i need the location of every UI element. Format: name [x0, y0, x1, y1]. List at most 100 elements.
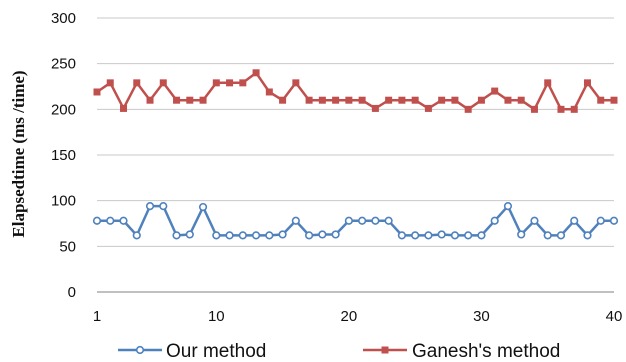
data-point — [106, 79, 114, 87]
data-point — [93, 88, 101, 96]
legend: Our method Ganesh's method — [118, 341, 560, 362]
data-point — [411, 231, 420, 240]
data-point — [464, 231, 473, 240]
data-point — [609, 216, 619, 225]
data-point — [226, 79, 234, 87]
x-tick-label: 20 — [341, 308, 358, 325]
data-point — [305, 96, 313, 104]
y-tick-label: 250 — [51, 56, 76, 73]
data-point — [424, 104, 432, 112]
series-group — [92, 69, 619, 240]
data-point — [159, 202, 168, 211]
data-point — [491, 87, 499, 95]
data-point — [583, 231, 592, 240]
data-point — [225, 231, 234, 240]
data-point — [318, 96, 326, 104]
data-point — [120, 104, 128, 112]
data-point — [424, 231, 433, 240]
data-point — [252, 69, 260, 77]
legend-label: Ganesh's method — [412, 341, 560, 362]
y-axis-ticks: 0 50 100 150 200 250 300 — [51, 10, 76, 301]
data-point — [556, 231, 566, 240]
data-point — [477, 96, 485, 104]
data-point — [358, 216, 367, 225]
data-point — [596, 216, 605, 225]
data-point — [345, 96, 353, 104]
data-point — [438, 96, 446, 104]
data-point — [279, 96, 287, 104]
y-axis-label: Elapsedtime (ms /time) — [9, 70, 28, 237]
data-point — [278, 230, 287, 239]
data-point — [504, 96, 512, 104]
data-point — [305, 231, 314, 240]
data-point — [106, 216, 115, 225]
series-line — [96, 71, 614, 111]
series-our-method — [92, 202, 619, 240]
data-point — [557, 105, 565, 113]
data-point — [344, 216, 353, 225]
y-tick-label: 0 — [68, 284, 76, 301]
data-point — [490, 216, 499, 225]
x-tick-label: 30 — [473, 308, 490, 325]
gridlines — [97, 17, 614, 293]
legend-marker — [135, 345, 145, 355]
data-point — [185, 230, 194, 239]
data-point — [544, 79, 552, 87]
data-point — [530, 216, 539, 225]
data-point — [503, 202, 513, 211]
data-point — [583, 79, 591, 87]
data-point — [358, 96, 366, 104]
data-point — [331, 230, 340, 239]
data-point — [265, 88, 273, 96]
series-line — [97, 204, 614, 237]
y-tick-label: 50 — [59, 238, 76, 255]
legend-marker — [381, 346, 389, 354]
data-point — [133, 79, 141, 87]
data-point — [212, 231, 221, 240]
data-point — [610, 96, 618, 104]
data-point — [265, 231, 274, 240]
data-point — [332, 96, 340, 104]
data-point — [371, 216, 380, 225]
data-point — [570, 216, 579, 225]
data-point — [371, 104, 379, 112]
data-point — [464, 105, 472, 113]
data-point — [132, 231, 141, 240]
data-point — [318, 230, 327, 239]
x-tick-label: 10 — [208, 308, 225, 325]
legend-item: Ganesh's method — [363, 341, 560, 362]
data-point — [530, 105, 538, 113]
data-point — [145, 202, 155, 211]
data-point — [172, 231, 181, 240]
legend-label: Our method — [166, 341, 266, 362]
data-point — [199, 96, 207, 104]
series-ganesh-method — [93, 69, 618, 113]
data-point — [450, 231, 460, 240]
x-axis-ticks: 1 10 20 30 40 — [93, 308, 623, 325]
legend-item: Our method — [118, 341, 266, 362]
data-point — [212, 79, 220, 87]
data-point — [292, 79, 300, 87]
data-point — [398, 96, 406, 104]
data-point — [517, 96, 525, 104]
y-tick-label: 150 — [51, 147, 76, 164]
x-tick-label: 1 — [93, 308, 101, 325]
data-point — [92, 216, 102, 225]
data-point — [146, 96, 154, 104]
data-point — [238, 231, 247, 240]
data-point — [119, 216, 128, 225]
data-point — [239, 79, 247, 87]
data-point — [251, 231, 261, 240]
data-point — [397, 231, 406, 240]
data-point — [198, 202, 208, 212]
data-point — [384, 216, 393, 225]
y-tick-label: 100 — [51, 193, 76, 210]
y-tick-label: 200 — [51, 101, 76, 118]
x-tick-label: 40 — [606, 308, 623, 325]
data-point — [385, 96, 393, 104]
data-point — [291, 216, 300, 225]
data-point — [543, 231, 552, 240]
data-point — [186, 96, 194, 104]
data-point — [159, 79, 167, 87]
